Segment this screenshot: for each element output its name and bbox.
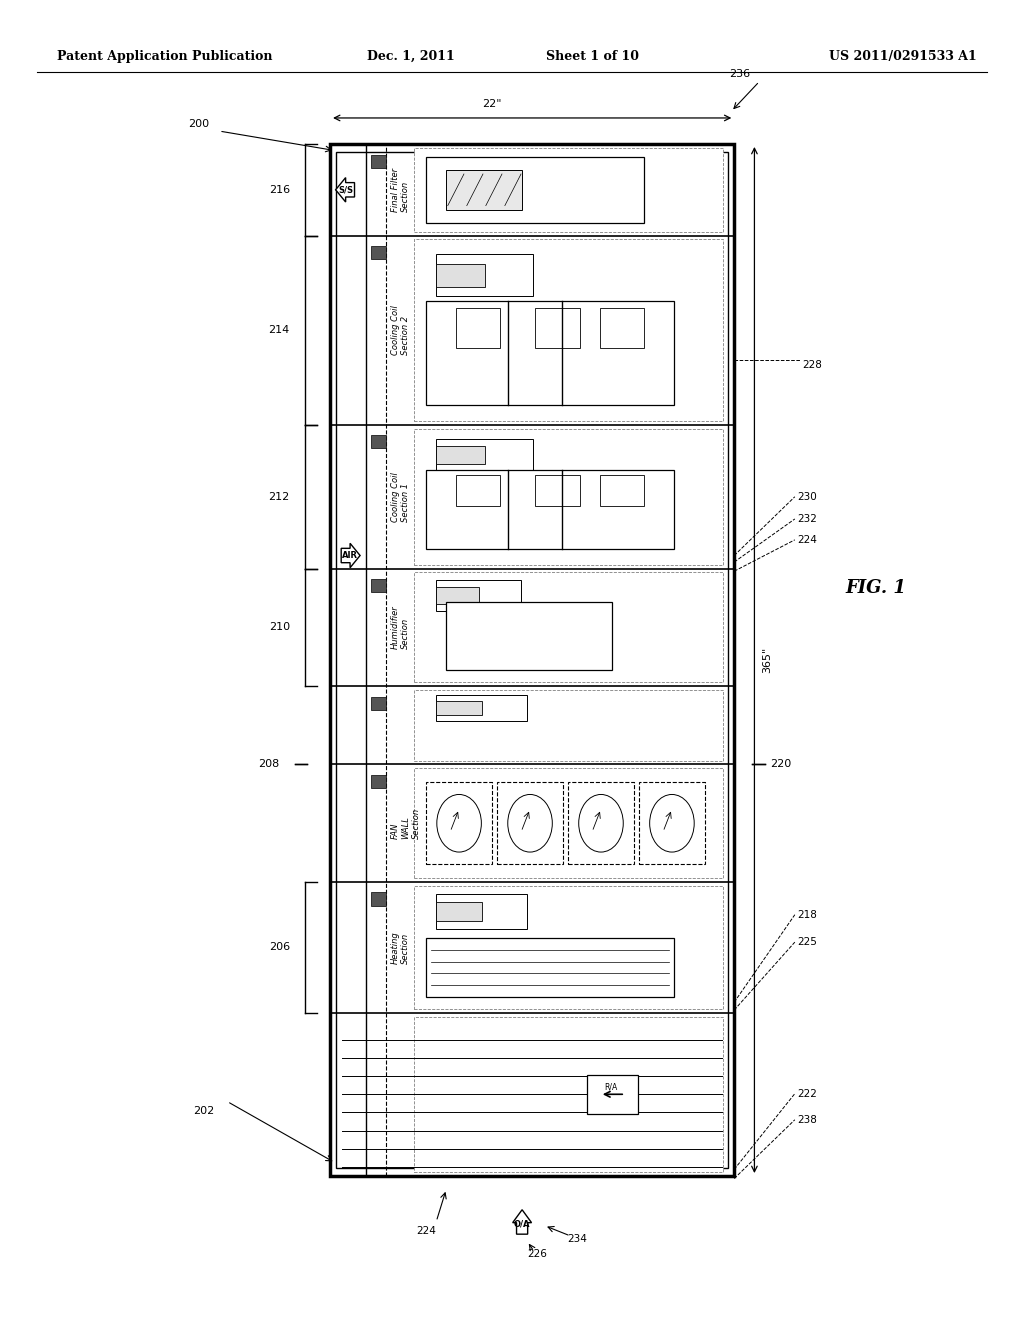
Bar (436, 894, 527, 929)
Text: Dec. 1, 2011: Dec. 1, 2011 (368, 50, 455, 63)
Text: Heating
Section: Heating Section (391, 931, 411, 964)
Bar (414, 1016, 723, 1172)
Bar (371, 436, 386, 449)
Bar (436, 701, 481, 714)
Bar (414, 690, 723, 760)
Bar (436, 255, 532, 296)
Bar (436, 264, 484, 286)
Bar (436, 902, 481, 921)
Text: 236: 236 (729, 69, 751, 79)
Bar (456, 309, 501, 348)
Text: 216: 216 (268, 185, 290, 195)
Bar (568, 783, 634, 865)
Text: Final Filter
Section: Final Filter Section (391, 168, 411, 213)
Text: 224: 224 (416, 1226, 436, 1236)
FancyArrow shape (336, 178, 354, 202)
Text: 212: 212 (268, 492, 290, 502)
Text: 222: 222 (797, 1089, 817, 1098)
Text: AIR: AIR (342, 550, 358, 560)
Bar (414, 573, 723, 682)
Bar (371, 697, 386, 710)
Bar (446, 602, 612, 671)
Text: US 2011/0291533 A1: US 2011/0291533 A1 (828, 50, 977, 63)
Bar (587, 1074, 638, 1114)
Text: 226: 226 (527, 1249, 547, 1259)
Text: 225: 225 (797, 937, 817, 948)
Text: S/S: S/S (338, 185, 353, 194)
Text: 22": 22" (482, 99, 502, 108)
Bar (446, 170, 522, 210)
Bar (371, 775, 386, 788)
Text: 208: 208 (258, 759, 280, 770)
Bar (497, 783, 563, 865)
Bar (436, 587, 478, 605)
Text: 220: 220 (771, 759, 792, 770)
Text: 210: 210 (268, 622, 290, 632)
Text: O/A: O/A (514, 1220, 530, 1229)
Text: 234: 234 (567, 1234, 588, 1243)
Bar (371, 154, 386, 168)
Bar (639, 783, 705, 865)
Text: Patent Application Publication: Patent Application Publication (57, 50, 273, 63)
Bar (599, 475, 644, 506)
Bar (436, 694, 527, 722)
Text: 230: 230 (797, 492, 816, 502)
Bar (536, 309, 580, 348)
Text: 224: 224 (797, 535, 817, 545)
Text: R/A: R/A (604, 1082, 617, 1092)
Bar (436, 446, 484, 463)
Text: Humidifier
Section: Humidifier Section (391, 606, 411, 649)
Bar (426, 470, 674, 549)
Text: 206: 206 (268, 942, 290, 952)
Bar (336, 152, 728, 1168)
Text: 232: 232 (797, 513, 817, 524)
Bar (426, 301, 674, 405)
Text: 200: 200 (188, 120, 210, 129)
Text: 365": 365" (763, 647, 772, 673)
Text: 214: 214 (268, 325, 290, 335)
Bar (414, 886, 723, 1008)
Text: Cooling Coil
Section 2: Cooling Coil Section 2 (391, 305, 411, 355)
Text: FIG. 1: FIG. 1 (846, 579, 906, 597)
Text: Cooling Coil
Section 1: Cooling Coil Section 1 (391, 471, 411, 521)
Bar (426, 783, 493, 865)
Bar (599, 309, 644, 348)
Text: FAN
WALL
Section: FAN WALL Section (391, 808, 421, 838)
Bar (414, 429, 723, 565)
Bar (330, 144, 734, 1176)
FancyArrow shape (513, 1209, 531, 1234)
Bar (371, 892, 386, 906)
Bar (436, 440, 532, 471)
Bar (426, 157, 644, 223)
Bar (426, 939, 674, 997)
Bar (371, 246, 386, 259)
Text: Sheet 1 of 10: Sheet 1 of 10 (547, 50, 639, 63)
Bar (414, 148, 723, 231)
Bar (371, 579, 386, 593)
Bar (436, 581, 521, 611)
Bar (414, 239, 723, 421)
Text: 202: 202 (194, 1106, 215, 1115)
FancyArrow shape (341, 544, 360, 568)
Bar (414, 768, 723, 878)
Bar (456, 475, 501, 506)
Text: 238: 238 (797, 1115, 817, 1125)
Bar (536, 475, 580, 506)
Text: 228: 228 (802, 360, 822, 370)
Text: 218: 218 (797, 909, 817, 920)
